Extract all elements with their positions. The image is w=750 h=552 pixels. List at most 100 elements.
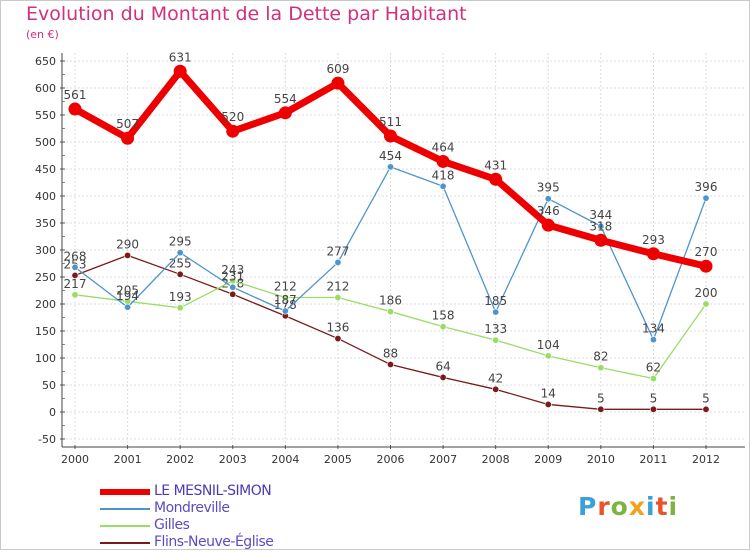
- data-label: 193: [169, 290, 192, 304]
- y-tick-label: 200: [35, 298, 56, 311]
- data-point: [544, 352, 552, 360]
- data-label: 418: [432, 168, 455, 182]
- data-label: 520: [221, 110, 244, 124]
- data-label: 344: [589, 208, 612, 222]
- data-label: 5: [702, 391, 710, 405]
- data-label: 205: [116, 283, 139, 297]
- data-point: [439, 182, 447, 190]
- x-tick-label: 2004: [271, 453, 299, 466]
- data-point: [226, 124, 240, 138]
- data-label: 212: [274, 280, 297, 294]
- data-point: [702, 405, 710, 413]
- data-label: 561: [64, 88, 87, 102]
- data-point: [229, 290, 237, 298]
- legend-swatch: [100, 525, 150, 527]
- data-label: 277: [326, 244, 349, 258]
- y-tick-label: 650: [35, 55, 56, 68]
- data-point: [597, 222, 605, 230]
- chart-title: Evolution du Montant de la Dette par Hab…: [26, 3, 467, 25]
- data-label: 231: [221, 269, 244, 283]
- data-point: [439, 373, 447, 381]
- y-tick-label: -50: [38, 433, 56, 446]
- data-point: [278, 106, 292, 120]
- data-point: [71, 263, 79, 271]
- data-label: 136: [326, 321, 349, 335]
- y-tick-label: 250: [35, 271, 56, 284]
- x-tick-label: 2012: [692, 453, 720, 466]
- data-point: [176, 249, 184, 257]
- legend-label: Flins-Neuve-Église: [154, 534, 274, 550]
- data-point: [176, 270, 184, 278]
- chart-unit: (en €): [26, 28, 59, 41]
- data-point: [124, 251, 132, 259]
- data-point: [489, 172, 503, 186]
- legend-swatch: [100, 489, 150, 495]
- data-label: 217: [64, 277, 87, 291]
- data-label: 5: [597, 391, 605, 405]
- data-label: 133: [484, 322, 507, 336]
- proxiti-logo: Proxiti: [578, 492, 678, 521]
- logo-letter: t: [655, 492, 669, 521]
- data-label: 82: [593, 350, 608, 364]
- x-tick-label: 2007: [429, 453, 457, 466]
- data-point: [386, 308, 394, 316]
- legend-label: LE MESNIL-SIMON: [154, 483, 272, 499]
- data-label: 243: [221, 263, 244, 277]
- data-point: [384, 129, 397, 143]
- data-label: 293: [642, 233, 665, 247]
- data-label: 62: [646, 361, 661, 375]
- legend-label: Gilles: [154, 517, 190, 533]
- data-label: 158: [432, 309, 455, 323]
- data-point: [544, 400, 552, 408]
- data-point: [649, 405, 657, 413]
- y-tick-label: 400: [35, 190, 56, 203]
- data-label: 200: [695, 286, 718, 300]
- data-label: 554: [274, 92, 297, 106]
- legend-swatch: [100, 508, 150, 510]
- x-tick-label: 2002: [166, 453, 194, 466]
- x-tick-label: 2006: [377, 453, 405, 466]
- data-label: 134: [642, 322, 665, 336]
- data-point: [176, 304, 184, 312]
- data-point: [649, 375, 657, 383]
- data-point: [331, 76, 345, 90]
- data-point: [173, 64, 187, 78]
- y-tick-label: 150: [35, 325, 56, 338]
- data-point: [492, 336, 500, 344]
- data-point: [439, 323, 447, 331]
- data-label: 395: [537, 181, 560, 195]
- y-tick-label: 300: [35, 244, 56, 257]
- data-point: [71, 271, 79, 279]
- data-point: [281, 307, 289, 315]
- data-label: 454: [379, 149, 402, 163]
- data-label: 511: [379, 115, 402, 129]
- y-tick-label: 0: [49, 406, 56, 419]
- data-point: [699, 259, 713, 273]
- logo-letter: r: [597, 492, 611, 521]
- data-label: 255: [169, 256, 192, 270]
- data-label: 631: [169, 50, 192, 64]
- data-label: 212: [326, 280, 349, 294]
- y-tick-label: 450: [35, 163, 56, 176]
- data-point: [386, 360, 394, 368]
- y-tick-label: 350: [35, 217, 56, 230]
- data-point: [436, 154, 450, 168]
- data-point: [124, 303, 132, 311]
- data-point: [334, 335, 342, 343]
- data-point: [492, 385, 500, 393]
- data-label: 431: [484, 158, 507, 172]
- data-point: [594, 233, 608, 247]
- x-tick-label: 2000: [61, 453, 89, 466]
- data-label: 64: [435, 359, 450, 373]
- data-point: [68, 102, 82, 116]
- data-label: 268: [64, 249, 87, 263]
- data-point: [121, 131, 135, 145]
- x-tick-label: 2011: [639, 453, 667, 466]
- data-label: 185: [484, 294, 507, 308]
- data-label: 187: [274, 293, 297, 307]
- data-point: [702, 300, 710, 308]
- data-label: 396: [695, 180, 718, 194]
- data-label: 88: [383, 346, 398, 360]
- data-point: [492, 308, 500, 316]
